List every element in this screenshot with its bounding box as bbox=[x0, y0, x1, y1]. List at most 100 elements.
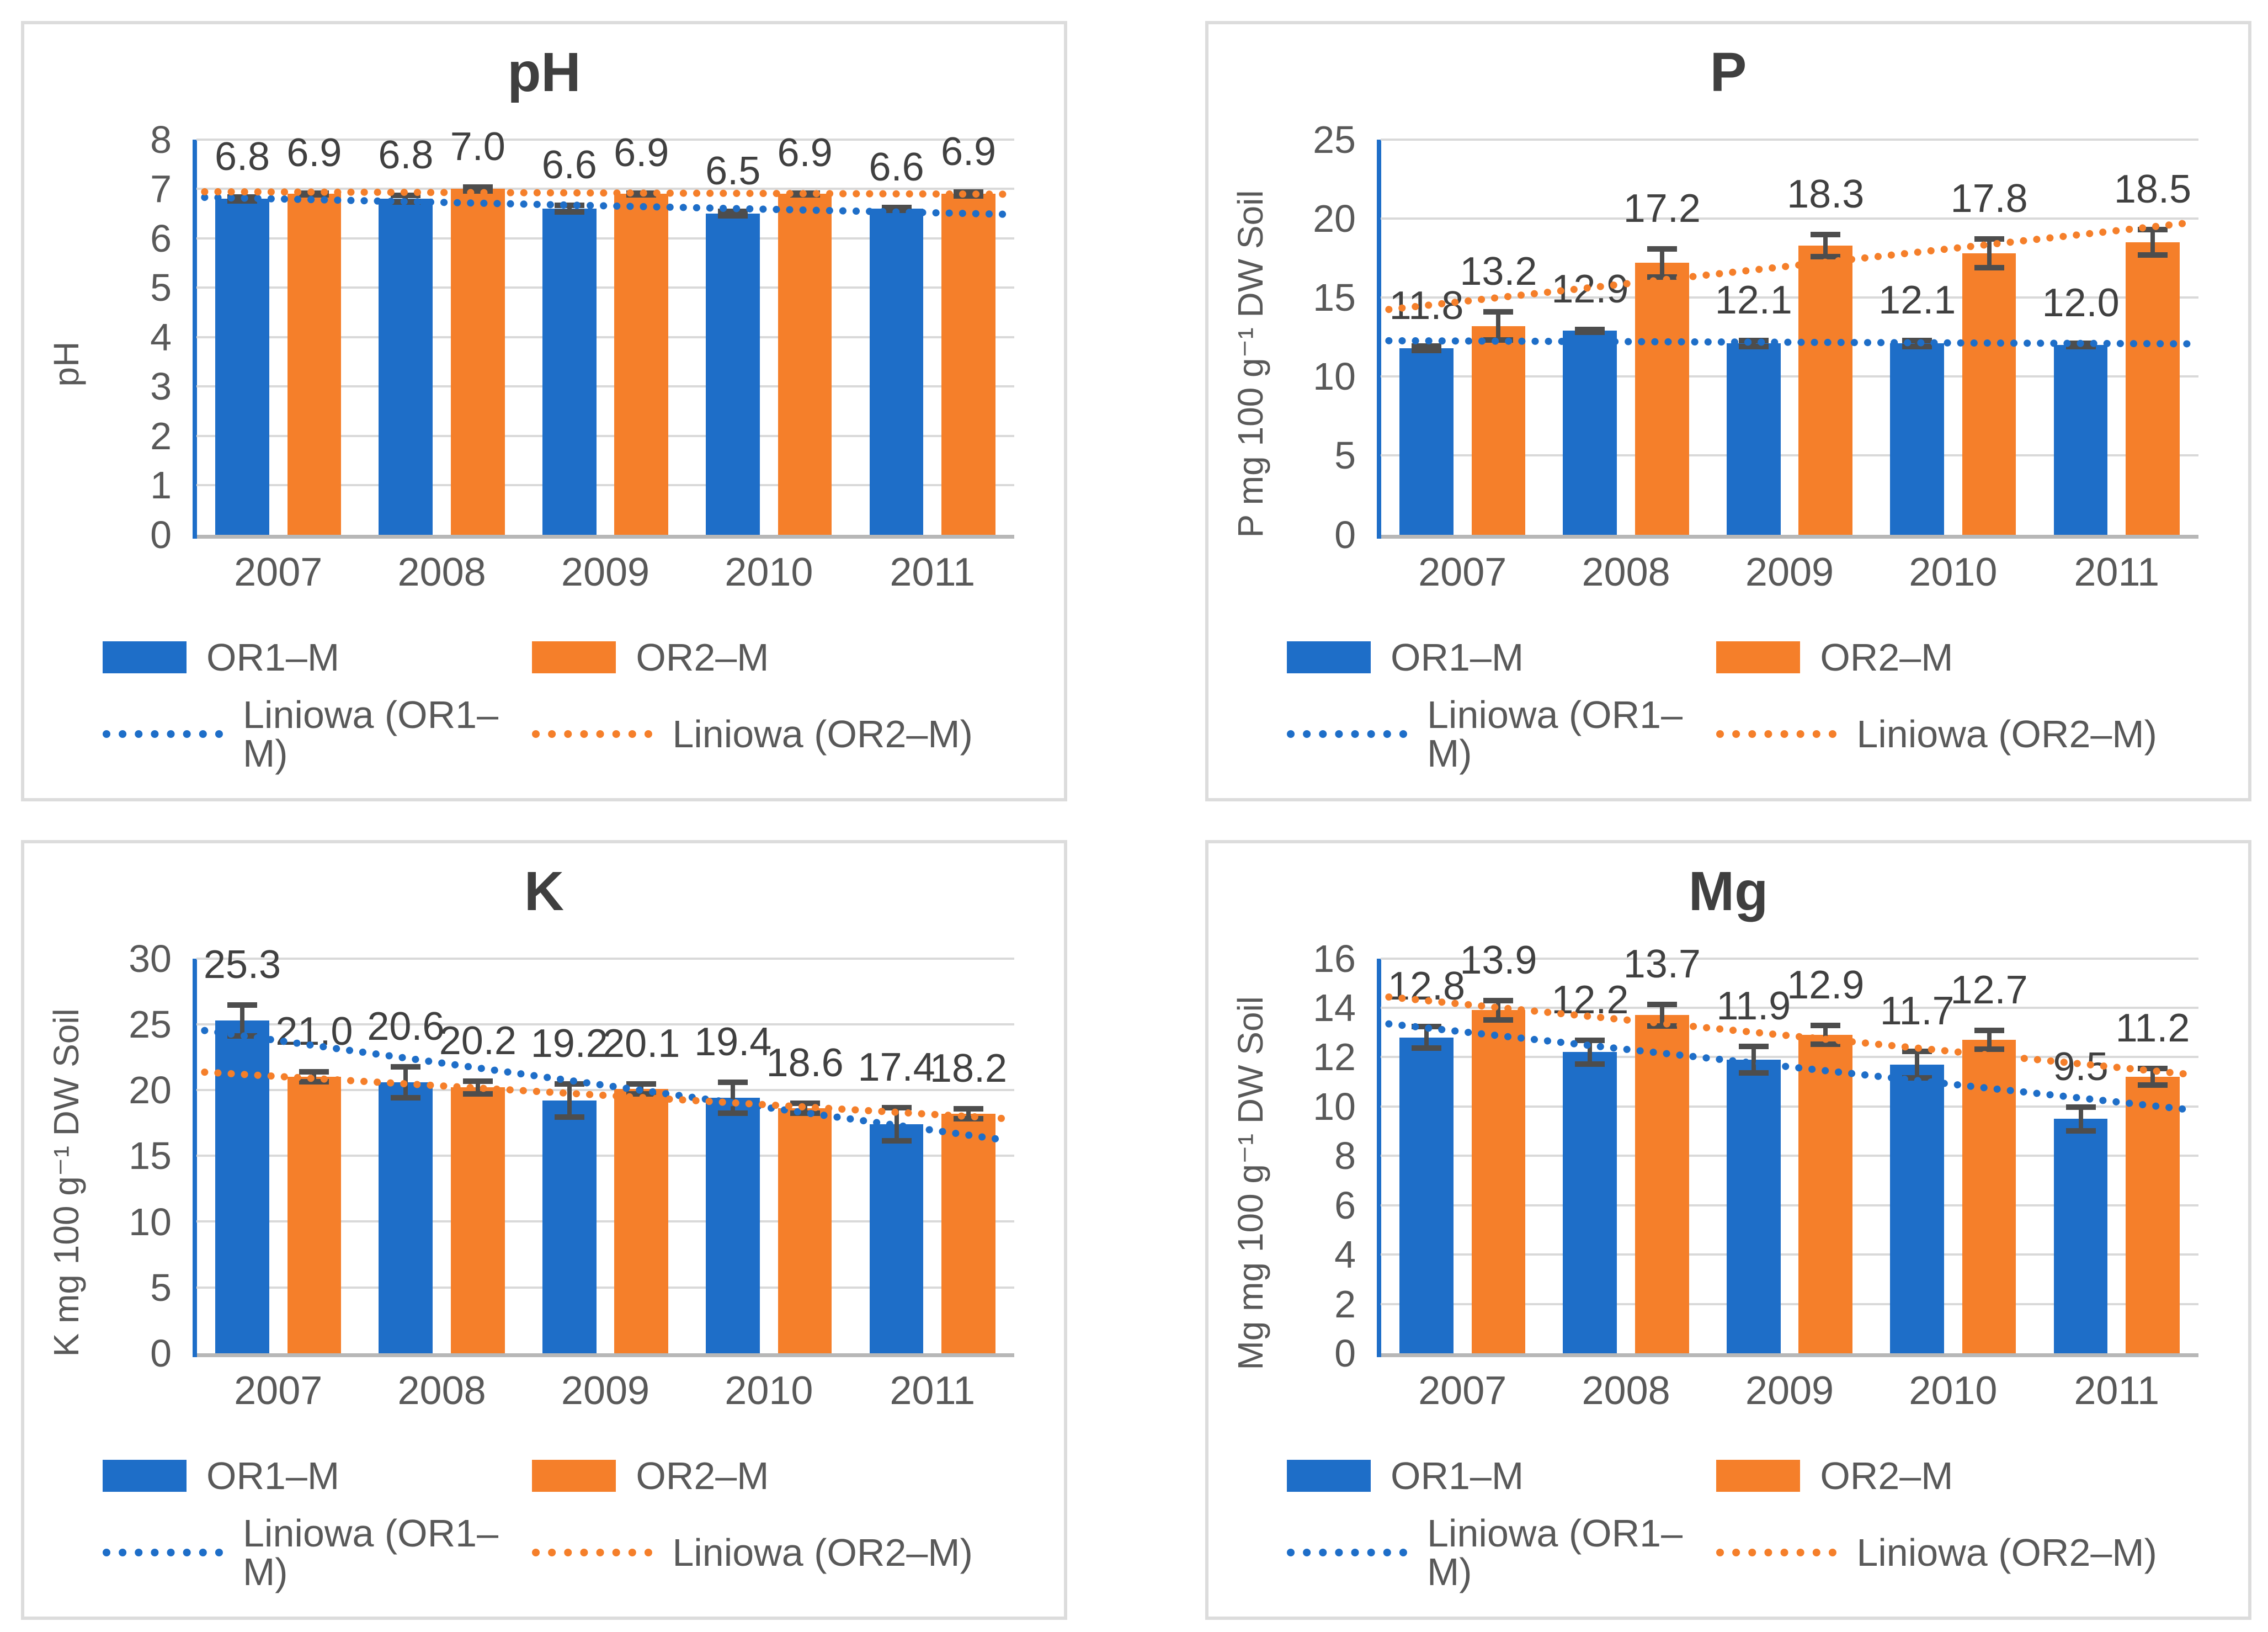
x-tick-label: 2007 bbox=[1418, 1369, 1507, 1413]
gridline bbox=[1381, 957, 2198, 960]
plot-area: 0 2 4 6 8 10 12 14 16 2007 2008 2009 2010 2011 12.8 12.… bbox=[1313, 939, 2198, 1411]
bar-OR2–M-2007 bbox=[287, 1077, 342, 1353]
error-bar-cap-top bbox=[227, 1002, 257, 1008]
error-bar-line bbox=[2078, 1105, 2083, 1133]
legend-label: Liniowa (OR2–M) bbox=[672, 712, 973, 756]
legend-item-trend-or1: Liniowa (OR1–M) bbox=[103, 1514, 532, 1591]
value-label: 20.6 bbox=[367, 1004, 445, 1049]
bar-OR2–M-2008 bbox=[450, 1087, 505, 1353]
error-bar-cap-top bbox=[1647, 246, 1677, 252]
legend-dotted-line-or2 bbox=[1716, 1549, 1837, 1556]
value-label: 18.6 bbox=[766, 1041, 844, 1086]
bar-OR1–M-2009 bbox=[1726, 343, 1781, 535]
legend-item-trend-or1: Liniowa (OR1–M) bbox=[1287, 695, 1716, 773]
x-tick-label: 2009 bbox=[1745, 550, 1834, 594]
error-bar bbox=[388, 193, 423, 205]
bar-OR2–M-2007 bbox=[1471, 326, 1526, 535]
error-bar-cap-bottom bbox=[954, 193, 983, 199]
error-bar bbox=[2064, 341, 2098, 349]
plot-area: 0 1 2 3 4 5 6 7 8 2007 2008 2009 2010 2011 6.8 6.8 6.6 6.… bbox=[150, 120, 1014, 592]
value-label: 11.7 bbox=[1880, 988, 1955, 1033]
bar-OR1–M-2010 bbox=[1890, 343, 1945, 535]
gridline bbox=[196, 957, 1014, 960]
error-bar bbox=[1573, 1037, 1607, 1067]
bar-OR1–M-2007 bbox=[1399, 1037, 1454, 1353]
legend-label: OR2–M bbox=[636, 635, 769, 679]
bar-OR2–M-2011 bbox=[941, 194, 995, 535]
legend-label: Liniowa (OR2–M) bbox=[672, 1531, 973, 1574]
error-bar bbox=[1409, 343, 1444, 353]
error-bar bbox=[297, 190, 331, 198]
gridline bbox=[196, 237, 1014, 240]
error-bar-cap-bottom bbox=[2065, 343, 2096, 349]
x-tick-label: 2011 bbox=[2074, 550, 2160, 594]
value-label: 17.4 bbox=[858, 1045, 935, 1089]
error-bar-cap-bottom bbox=[554, 209, 584, 215]
value-label: 6.9 bbox=[777, 130, 833, 175]
bar-OR1–M-2008 bbox=[1563, 331, 1617, 535]
x-tick-label: 2008 bbox=[397, 1369, 486, 1413]
error-bar bbox=[1808, 1023, 1843, 1048]
y-axis-line bbox=[193, 958, 197, 1357]
error-bar bbox=[1900, 337, 1934, 349]
bar-OR2–M-2010 bbox=[778, 194, 832, 535]
value-label: 6.8 bbox=[378, 133, 434, 178]
value-label: 12.8 bbox=[1387, 964, 1466, 1009]
x-tick-label: 2011 bbox=[2074, 1369, 2160, 1413]
plot-column: 0 1 2 3 4 5 6 7 8 2007 2008 2009 2010 2011 6.8 6.8 6.6 6.… bbox=[92, 107, 1047, 621]
error-bar-line bbox=[239, 1003, 244, 1038]
error-bar-cap-top bbox=[1811, 1023, 1841, 1028]
y-tick-label: 25 bbox=[129, 1002, 172, 1046]
value-label: 12.0 bbox=[2042, 281, 2120, 326]
bar-OR2–M-2011 bbox=[2126, 1077, 2180, 1353]
y-tick-label: 10 bbox=[129, 1200, 172, 1243]
value-label: 6.5 bbox=[705, 149, 761, 194]
error-bar-cap-top bbox=[954, 1106, 983, 1112]
error-bar-line bbox=[894, 1105, 899, 1143]
error-bar-cap-top bbox=[1902, 337, 1932, 343]
legend-label: Liniowa (OR1–M) bbox=[1427, 1512, 1683, 1593]
legend-swatch-or2 bbox=[1716, 641, 1801, 673]
legend-label: Liniowa (OR1–M) bbox=[243, 1512, 498, 1593]
x-tick-label: 2008 bbox=[1582, 1369, 1670, 1413]
bar-OR2–M-2009 bbox=[1798, 245, 1853, 535]
error-bar-cap-top bbox=[391, 1064, 421, 1070]
y-tick-label: 4 bbox=[1334, 1233, 1356, 1277]
bar-OR1–M-2009 bbox=[542, 209, 597, 535]
legend-dotted-line-or1 bbox=[103, 730, 223, 738]
error-bar-cap-bottom bbox=[227, 198, 257, 204]
error-bar-cap-top bbox=[881, 1104, 912, 1110]
error-bar-cap-bottom bbox=[881, 1138, 912, 1144]
error-bar bbox=[951, 189, 986, 199]
bar-OR1–M-2011 bbox=[2053, 345, 2108, 535]
legend-label: OR2–M bbox=[636, 1454, 769, 1497]
bar-OR1–M-2010 bbox=[706, 214, 760, 535]
error-bar bbox=[1481, 998, 1515, 1023]
bar-OR2–M-2009 bbox=[614, 194, 669, 535]
y-tick-label: 15 bbox=[129, 1134, 172, 1178]
x-tick-label: 2007 bbox=[234, 1369, 323, 1413]
error-bar-cap-top bbox=[554, 203, 584, 209]
x-tick-label: 2008 bbox=[1582, 550, 1670, 594]
error-bar-cap-bottom bbox=[2138, 1082, 2168, 1088]
gridline bbox=[1381, 217, 2198, 220]
error-bar-cap-top bbox=[2138, 1066, 2168, 1072]
value-label: 18.5 bbox=[2113, 167, 2192, 212]
value-label: 12.1 bbox=[1715, 278, 1792, 322]
gridline bbox=[196, 286, 1014, 289]
legend-label: OR2–M bbox=[1820, 635, 1953, 679]
gridline bbox=[1381, 1253, 2198, 1256]
error-bar bbox=[1409, 1024, 1444, 1051]
error-bar bbox=[1481, 309, 1515, 343]
value-label: 19.4 bbox=[694, 1020, 772, 1065]
value-label: 13.7 bbox=[1623, 942, 1701, 986]
y-tick-label: 25 bbox=[1313, 118, 1356, 161]
y-tick-label: 20 bbox=[129, 1068, 172, 1112]
x-tick-label: 2009 bbox=[1745, 1369, 1834, 1413]
error-bar-cap-bottom bbox=[1575, 1061, 1605, 1067]
error-bar-cap-bottom bbox=[954, 1115, 983, 1121]
error-bar-cap-top bbox=[1811, 231, 1841, 237]
bar-OR1–M-2008 bbox=[379, 1082, 433, 1353]
gridline bbox=[1381, 1204, 2198, 1206]
